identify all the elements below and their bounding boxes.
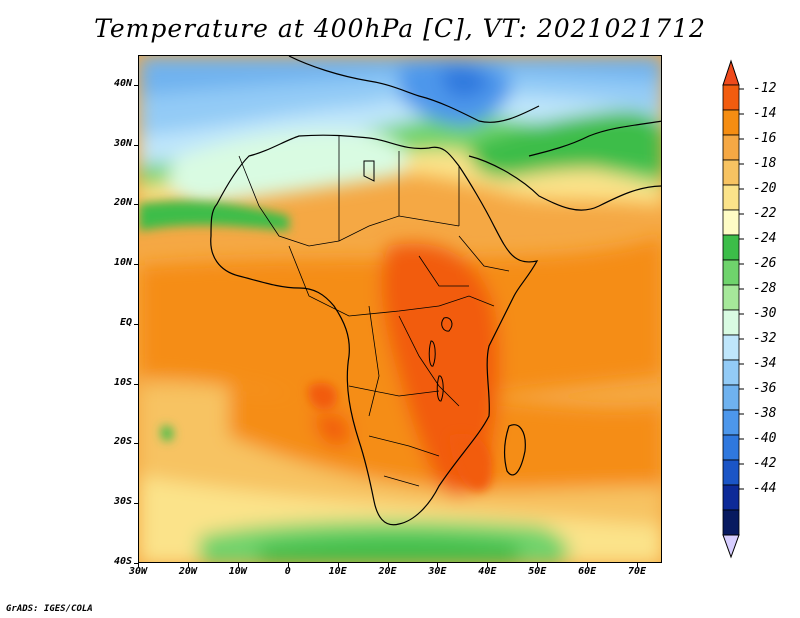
colorbar-label: -40 — [753, 431, 777, 446]
country-borders — [238, 136, 510, 487]
map-area — [138, 55, 662, 563]
colorbar-swatch — [722, 459, 740, 486]
colorbar-swatch — [722, 359, 740, 386]
lat-tick — [134, 264, 138, 266]
lon-tick — [237, 563, 239, 567]
lat-tick-label: 10S — [113, 376, 132, 388]
med-coast — [288, 56, 540, 123]
colorbar-label: -38 — [753, 406, 777, 421]
colorbar-swatch — [722, 134, 740, 161]
lon-tick-label: 30E — [428, 566, 447, 577]
lon-tick-label: 10E — [328, 566, 347, 577]
colorbar-label: -12 — [753, 81, 777, 96]
colorbar-label: -16 — [753, 131, 777, 146]
colorbar-swatch — [722, 109, 740, 136]
colorbar-swatch — [722, 234, 740, 261]
colorbar-swatch — [722, 384, 740, 411]
temperature-field — [139, 56, 661, 562]
africa-coast — [210, 134, 539, 526]
lon-tick — [337, 563, 339, 567]
colorbar-label: -32 — [753, 331, 777, 346]
lat-tick-label: 30S — [113, 496, 132, 508]
lat-tick-label: 40N — [113, 77, 132, 89]
colorbar-swatch — [722, 284, 740, 311]
coastlines — [210, 56, 661, 526]
arabia-coast — [468, 155, 661, 211]
lon-tick-label: 50E — [528, 566, 547, 577]
field-regions — [139, 56, 661, 562]
field-details — [139, 201, 492, 491]
lakes — [363, 160, 453, 402]
colorbar-label: -36 — [753, 381, 777, 396]
lon-tick-label: 0 — [284, 566, 291, 577]
lon-tick-label: 10W — [228, 566, 247, 577]
lat-tick — [134, 383, 138, 385]
colorbar-label: -26 — [753, 256, 777, 271]
lon-tick — [637, 563, 639, 567]
lon-tick — [287, 563, 289, 567]
lon-tick — [138, 563, 139, 567]
lat-tick-label: 20S — [113, 436, 132, 448]
lon-tick-label: 30W — [128, 566, 148, 577]
colorbar-swatch — [722, 159, 740, 186]
lat-tick-label: 20N — [113, 197, 132, 209]
lon-tick — [387, 563, 389, 567]
colorbar-swatch — [722, 309, 740, 336]
lat-tick — [134, 563, 138, 564]
lon-tick-label: 20E — [378, 566, 397, 577]
lat-tick — [134, 204, 138, 206]
lat-tick — [134, 323, 138, 325]
colorbar-label: -28 — [753, 281, 777, 296]
madagascar-coast — [503, 424, 526, 476]
gulf-coast — [528, 120, 661, 157]
lon-tick — [587, 563, 589, 567]
colorbar-label: -14 — [753, 106, 777, 121]
colorbar-bottom-arrow — [722, 534, 740, 559]
lon-tick-label: 60E — [578, 566, 597, 577]
lat-tick — [134, 443, 138, 445]
colorbar-swatch — [722, 84, 740, 111]
colorbar-swatch — [722, 184, 740, 211]
colorbar-swatch — [722, 434, 740, 461]
lat-tick-label: 40S — [113, 556, 132, 567]
colorbar-swatch — [722, 484, 740, 511]
lat-tick-label: 30N — [113, 137, 132, 149]
colorbar-label: -18 — [753, 156, 777, 171]
lon-tick-label: 20W — [178, 566, 197, 577]
colorbar-swatch — [722, 409, 740, 436]
lon-tick-label: 40E — [478, 566, 497, 577]
colorbar-label: -24 — [753, 231, 777, 246]
colorbar-swatch — [722, 259, 740, 286]
colorbar-swatch — [722, 509, 740, 536]
lon-tick-label: 70E — [628, 566, 647, 577]
colorbar-swatch — [722, 209, 740, 236]
lat-tick — [134, 503, 138, 505]
map-title: Temperature at 400hPa [C], VT: 202102171… — [94, 14, 706, 43]
colorbar-label: -30 — [753, 306, 777, 321]
lat-tick — [134, 84, 138, 86]
lon-tick — [487, 563, 489, 567]
colorbar-label: -34 — [753, 356, 777, 371]
lon-tick — [187, 563, 189, 567]
colorbar-label: -44 — [753, 481, 777, 496]
colorbar-label: -22 — [753, 206, 777, 221]
grads-credit: GrADS: IGES/COLA — [6, 604, 93, 614]
colorbar-label: -42 — [753, 456, 777, 471]
lat-tick-label: 10N — [113, 257, 132, 269]
lon-tick — [537, 563, 539, 567]
lon-tick — [437, 563, 439, 567]
lat-tick — [134, 144, 138, 146]
colorbar-label: -20 — [753, 181, 777, 196]
colorbar-swatch — [722, 334, 740, 361]
colorbar-top-arrow — [722, 59, 740, 86]
lat-tick-label: EQ — [119, 316, 132, 328]
